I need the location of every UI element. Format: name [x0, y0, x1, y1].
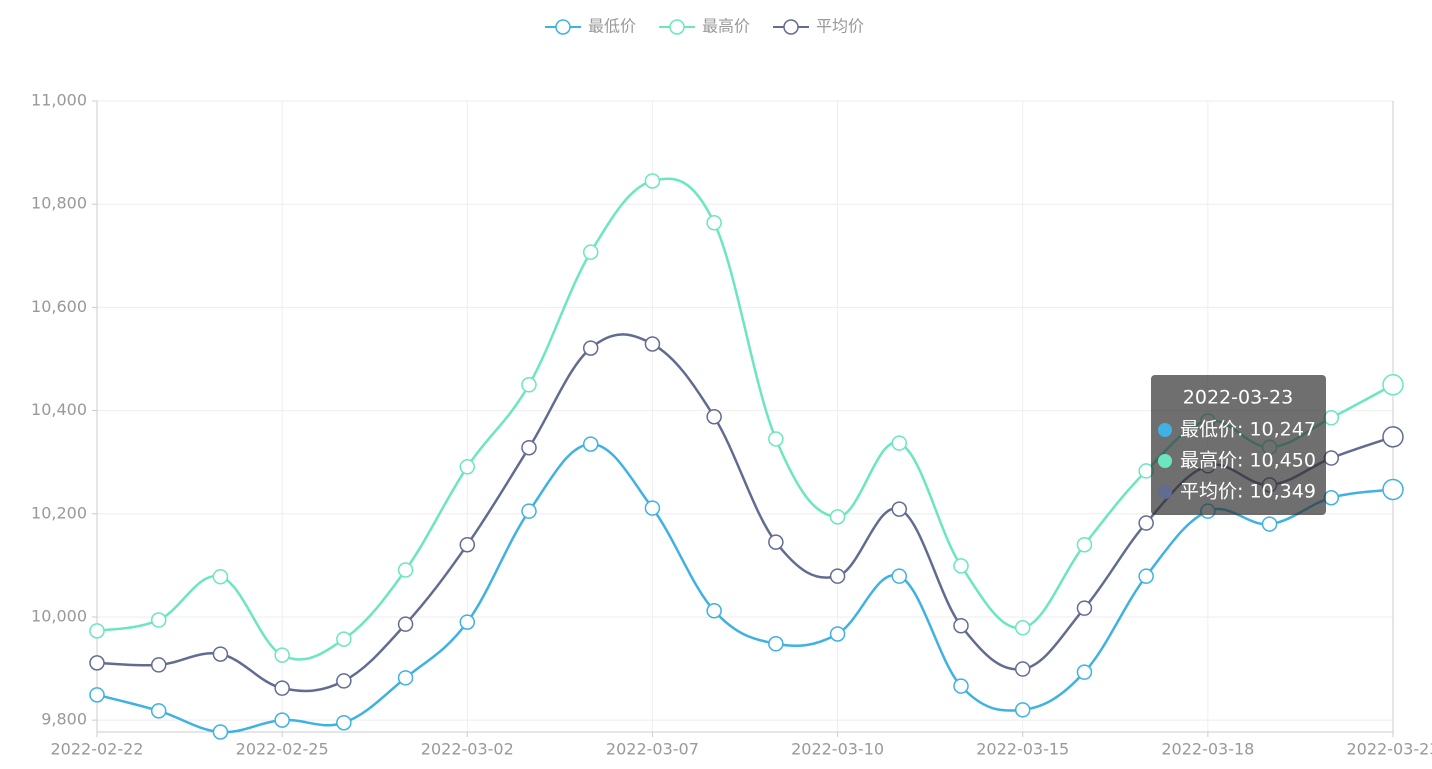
- point: [644, 336, 661, 352]
- point: [1382, 374, 1404, 396]
- point: [891, 435, 908, 451]
- point: [1323, 410, 1340, 426]
- point: [953, 678, 969, 694]
- x-tick-label: 2022-02-25: [236, 740, 329, 759]
- x-tick-label: 2022-03-23: [1347, 740, 1432, 759]
- tooltip-dot: [1158, 485, 1172, 499]
- point: [1014, 702, 1031, 718]
- tooltip-item: 平均价: 10,349: [1180, 481, 1316, 503]
- point: [582, 340, 599, 356]
- point: [706, 603, 722, 619]
- point: [706, 409, 722, 425]
- point: [336, 714, 352, 731]
- point: [150, 703, 167, 719]
- x-tick-label: 2022-03-15: [976, 740, 1069, 759]
- point: [644, 173, 661, 189]
- legend-marker: [555, 19, 571, 35]
- point: [829, 568, 846, 584]
- point: [768, 534, 784, 550]
- point: [706, 215, 722, 231]
- point: [397, 562, 414, 578]
- y-tick-label: 10,000: [31, 606, 87, 625]
- x-tick-label: 2022-03-10: [791, 740, 884, 759]
- x-tick-label: 2022-03-02: [421, 740, 514, 759]
- point: [459, 536, 476, 553]
- point: [582, 244, 599, 260]
- point: [1076, 600, 1093, 616]
- point: [1323, 450, 1340, 466]
- point: [336, 631, 352, 647]
- point: [212, 724, 229, 740]
- tooltip-box: [1151, 375, 1326, 515]
- x-tick-label: 2022-03-07: [606, 740, 699, 759]
- tooltip: 2022-03-23 最低价: 10,247 最高价: 10,450 平均价: 10,…: [1151, 375, 1326, 515]
- point: [150, 657, 167, 673]
- point: [1382, 478, 1404, 501]
- point: [274, 712, 290, 728]
- point: [274, 680, 290, 696]
- point: [150, 612, 167, 628]
- point: [953, 617, 969, 634]
- point: [521, 439, 537, 456]
- point: [397, 616, 414, 632]
- tooltip-dot: [1158, 423, 1172, 437]
- tooltip-item: 最低价: 10,247: [1180, 419, 1316, 441]
- point: [768, 636, 784, 652]
- x-tick-label: 2022-02-22: [51, 740, 144, 759]
- point: [212, 646, 229, 662]
- point: [274, 647, 290, 663]
- y-tick-label: 9,800: [41, 710, 87, 729]
- legend-label: 最高价: [702, 17, 750, 36]
- tooltip-title: 2022-03-23: [1183, 387, 1293, 409]
- legend-label: 最低价: [588, 17, 636, 36]
- x-tick-label: 2022-03-18: [1161, 740, 1254, 759]
- point: [89, 623, 105, 639]
- point: [1076, 664, 1093, 680]
- point: [1261, 516, 1278, 532]
- y-tick-label: 10,400: [31, 400, 87, 419]
- point: [459, 614, 476, 630]
- point: [521, 377, 537, 393]
- point: [89, 687, 105, 703]
- point: [1138, 515, 1154, 531]
- point: [397, 670, 414, 686]
- tooltip-item: 最高价: 10,450: [1180, 450, 1316, 472]
- point: [89, 655, 105, 671]
- point: [644, 500, 661, 516]
- point: [891, 501, 908, 517]
- point: [1138, 568, 1154, 584]
- point: [1323, 490, 1340, 506]
- point: [212, 568, 229, 585]
- point: [336, 673, 352, 689]
- point: [521, 503, 537, 519]
- point: [768, 431, 784, 447]
- y-tick-label: 11,000: [31, 91, 87, 110]
- y-tick-label: 10,600: [31, 297, 87, 316]
- tooltip-dot: [1158, 454, 1172, 468]
- point: [1014, 661, 1031, 677]
- point: [829, 626, 846, 642]
- point: [459, 459, 476, 475]
- point: [1014, 620, 1031, 636]
- y-tick-label: 10,200: [31, 503, 87, 522]
- legend-label: 平均价: [816, 17, 864, 36]
- point: [1382, 426, 1404, 448]
- point: [891, 568, 908, 584]
- point: [953, 558, 969, 574]
- legend-marker: [783, 19, 799, 35]
- point: [829, 509, 846, 525]
- y-tick-label: 10,800: [31, 194, 87, 213]
- point: [1076, 536, 1093, 553]
- point: [582, 436, 599, 452]
- legend-marker: [669, 19, 685, 35]
